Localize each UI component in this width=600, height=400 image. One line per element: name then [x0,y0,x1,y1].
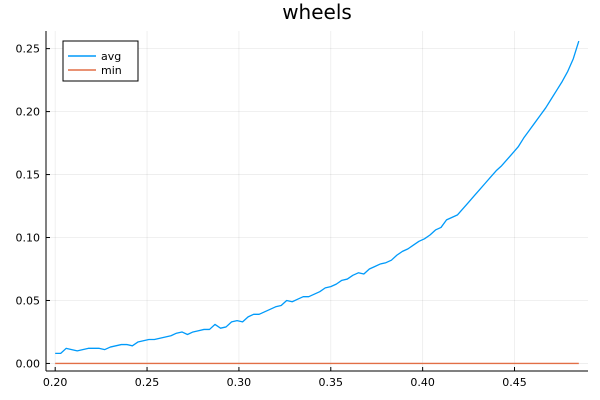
x-tick-label: 0.35 [319,376,344,389]
y-tick-label: 0.00 [16,357,41,370]
y-tick-label: 0.20 [16,106,41,119]
legend-box [62,40,139,82]
y-tick-label: 0.15 [16,169,41,182]
y-tick-label: 0.10 [16,232,41,245]
x-tick-label: 0.25 [135,376,160,389]
x-tick-label: 0.45 [502,376,527,389]
grid-lines [46,31,588,371]
x-tick-label: 0.30 [227,376,252,389]
legend-label-min: min [101,64,122,77]
y-tick-label: 0.05 [16,294,41,307]
chart-title: wheels [282,0,352,24]
axes [45,31,588,372]
y-axis-ticks: 0.00 0.05 0.10 0.15 0.20 0.25 [16,43,50,370]
series-lines [55,40,580,365]
legend: avg min [62,40,139,82]
y-tick-label: 0.25 [16,43,41,56]
x-tick-label: 0.40 [410,376,435,389]
series-line-avg [55,40,580,355]
x-tick-label: 0.20 [43,376,68,389]
legend-label-avg: avg [101,50,121,63]
x-axis-ticks: 0.20 0.25 0.30 0.35 0.40 0.45 [43,367,527,389]
